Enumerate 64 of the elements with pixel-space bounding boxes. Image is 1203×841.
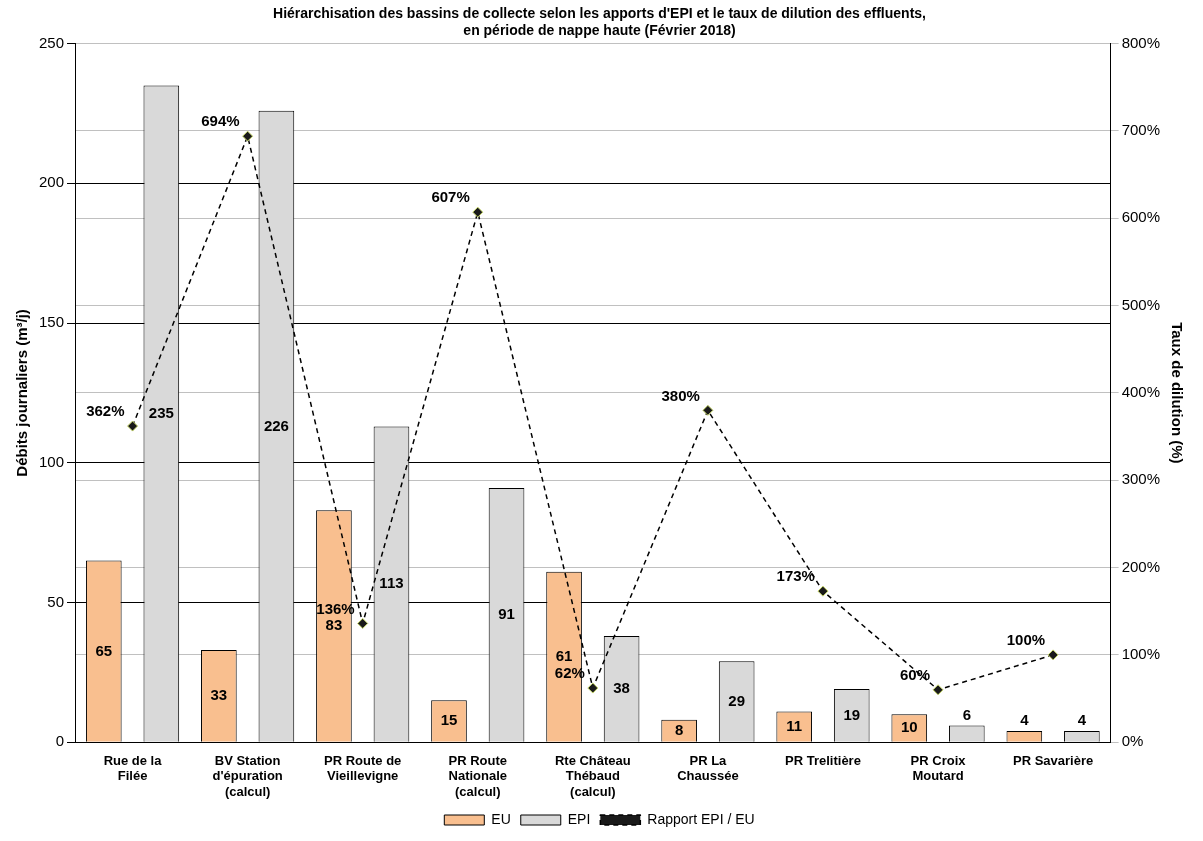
x-tick-label: PR Route de Vieillevigne (324, 752, 402, 784)
point (127, 420, 139, 432)
chart-title: Hiérarchisation des bassins de collecte selon les apports d'EPI et le taux de dilution des effluents, en période de nappe haute (Février 2018) (273, 5, 926, 39)
legend-label: EPI (567, 810, 591, 827)
x-tick-label: Rte Château Thébaud (calcul) (554, 752, 631, 799)
x-tick-label: PR La Chaussée (677, 752, 739, 784)
data-label: 11 (786, 716, 803, 734)
data-label: 362% (86, 402, 125, 420)
y2-axis-title: Taux de dilution (%) (1168, 322, 1186, 464)
data-label: 173% (776, 567, 815, 585)
y2-tick-label: 100% (1121, 645, 1161, 663)
point (587, 682, 599, 694)
y2-tick-label: 600% (1121, 208, 1161, 226)
data-label: 113 (379, 574, 404, 592)
data-label: 15 (440, 711, 458, 729)
data-label: 380% (661, 386, 700, 404)
x-tick-label: PR Croix Moutard (910, 752, 967, 784)
y2-tick-label: 700% (1121, 121, 1161, 139)
data-label: 6 (962, 705, 971, 723)
x-tick-label: PR Route Nationale (calcul) (448, 752, 508, 799)
data-label: 694% (201, 112, 240, 130)
data-label: 61 (555, 647, 573, 665)
legend-label: EU (491, 810, 511, 827)
data-label: 33 (210, 686, 228, 704)
data-label: 19 (843, 705, 861, 723)
data-label: 10 (900, 718, 918, 736)
point (702, 404, 714, 416)
y2-tick-label: 500% (1121, 295, 1161, 313)
y-tick-label: 200 (39, 173, 65, 191)
data-label: 100% (1006, 631, 1046, 649)
y-tick-label: 50 (47, 592, 65, 610)
data-label: 235 (148, 404, 174, 421)
y2-tick-label: 400% (1121, 383, 1161, 401)
legend-label: Rapport EPI / EU (647, 810, 755, 827)
point (472, 206, 484, 218)
x-tick-label: BV Station d'épuration (calcul) (212, 752, 283, 799)
data-label: 65 (95, 641, 113, 659)
data-label: 226 (263, 416, 289, 434)
data-label: 607% (431, 188, 470, 206)
y2-tick-label: 300% (1121, 470, 1161, 488)
point (242, 130, 254, 142)
data-label: 29 (728, 691, 746, 709)
data-label: 8 (674, 721, 684, 739)
point (357, 617, 369, 629)
x-tick-label: PR Trelitière (785, 752, 861, 768)
y-tick-label: 150 (39, 313, 65, 331)
y2-tick-label: 200% (1121, 557, 1161, 575)
data-label: 4 (1020, 711, 1030, 729)
point (1047, 649, 1059, 661)
y-tick-label: 0 (55, 732, 65, 750)
x-tick-label: Rue de la Filée (103, 752, 163, 784)
data-label: 4 (1077, 711, 1087, 729)
point (817, 585, 829, 597)
point (932, 684, 944, 696)
y-tick-label: 250 (39, 33, 65, 51)
data-label: 38 (613, 679, 630, 697)
data-label: 91 (498, 605, 515, 623)
data-label: 60% (900, 665, 931, 683)
y-tick-label: 100 (39, 452, 65, 470)
y-axis-title: Débits journaliers (m³/j) (13, 309, 31, 477)
data-label: 83 (325, 616, 343, 634)
y2-tick-label: 0% (1121, 732, 1144, 750)
y2-tick-label: 800% (1121, 33, 1161, 51)
x-tick-label: PR Savarière (1012, 752, 1094, 768)
